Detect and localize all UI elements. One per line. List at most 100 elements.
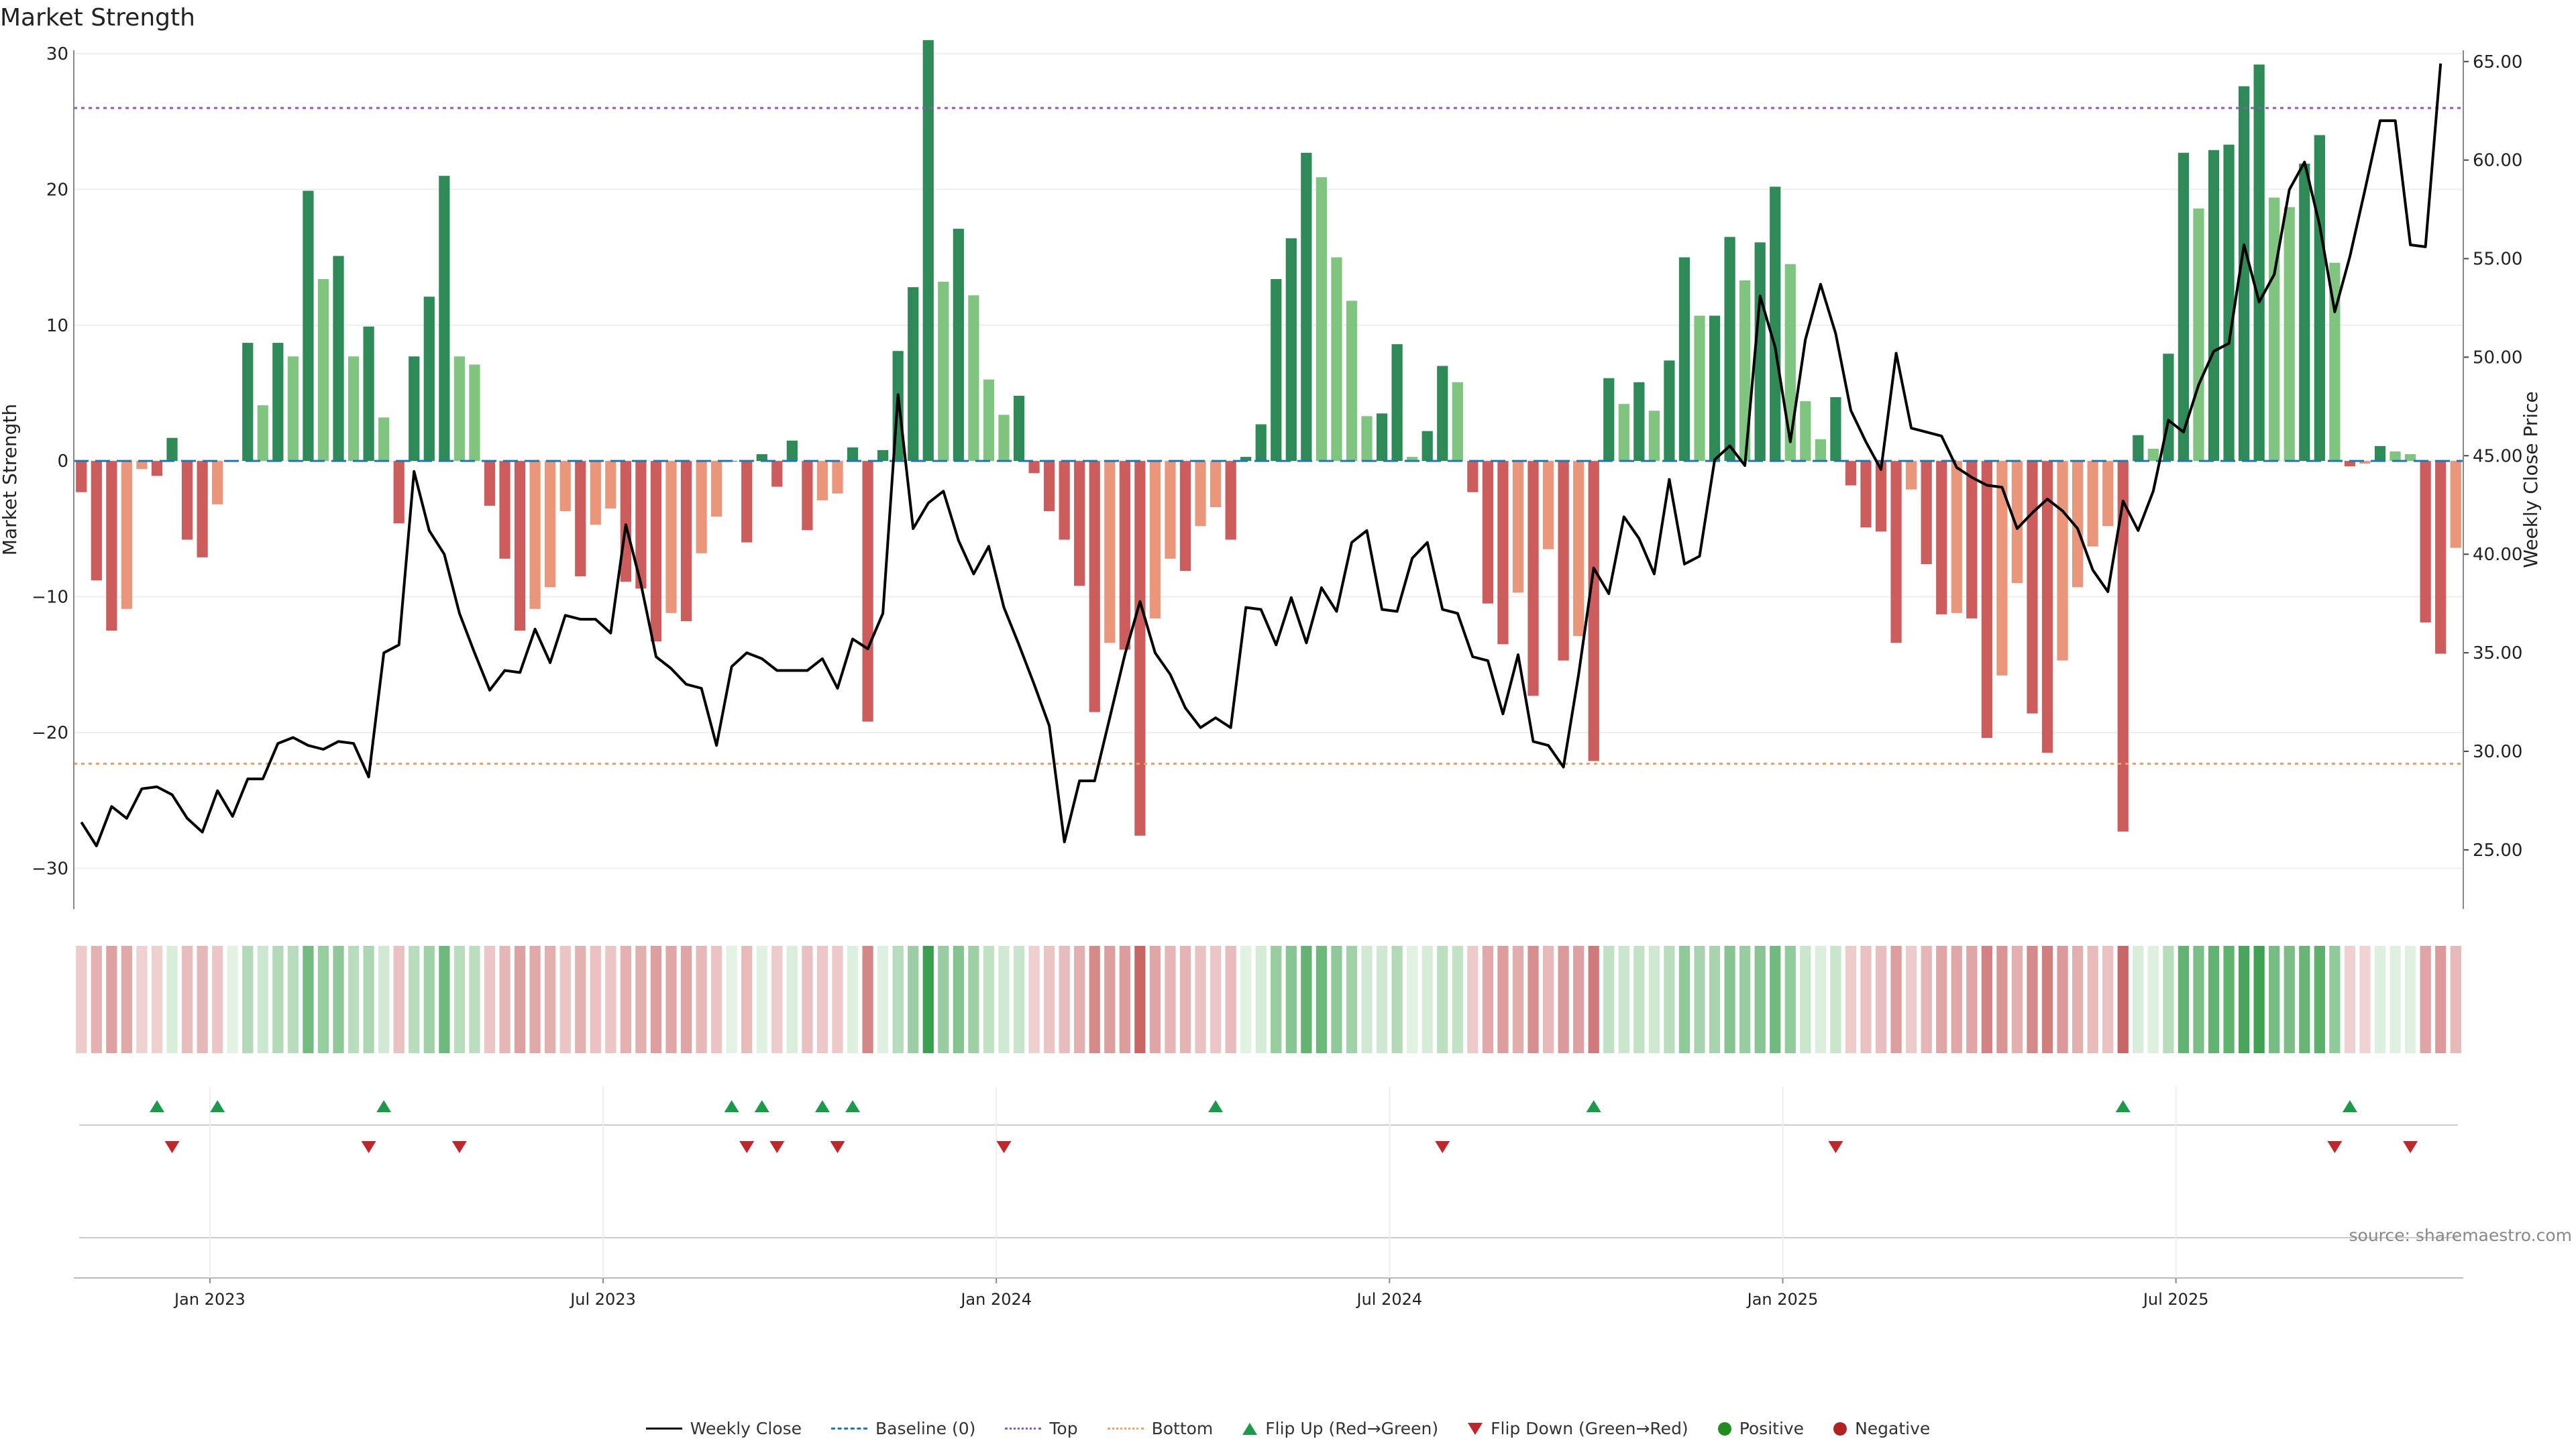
strength-bar [1633, 382, 1645, 462]
heat-cell [2193, 946, 2204, 1053]
strength-bar [802, 461, 813, 531]
chart-title: Market Strength [0, 4, 195, 32]
strength-bar [484, 461, 496, 506]
heat-cell [514, 946, 526, 1053]
legend-baseline: Baseline (0) [831, 1419, 975, 1438]
heat-cell [2208, 946, 2220, 1053]
strength-bar [453, 356, 465, 462]
strength-bar [257, 405, 268, 462]
heat-cell [378, 946, 390, 1053]
heat-cell [1603, 946, 1615, 1053]
x-tick-label: Jul 2024 [1356, 1290, 1423, 1309]
strength-bar [998, 415, 1010, 462]
heat-cell [197, 946, 208, 1053]
strength-bar [1285, 238, 1297, 462]
red-dot-icon [1833, 1421, 1847, 1436]
strength-bar [242, 343, 254, 462]
heat-cell [484, 946, 496, 1053]
strength-bar [1210, 461, 1222, 507]
heat-cell [91, 946, 102, 1053]
heat-cell [802, 946, 813, 1053]
strength-bar [1119, 461, 1130, 650]
heat-cell [1407, 946, 1418, 1053]
heat-cell [1074, 946, 1085, 1053]
heat-cell [1830, 946, 1841, 1053]
strength-bar [620, 461, 631, 582]
strength-bar [1618, 404, 1629, 462]
heat-cell [1890, 946, 1902, 1053]
heat-cell [1437, 946, 1448, 1053]
heat-cell [1906, 946, 1917, 1053]
gridlines [74, 53, 2463, 1279]
strength-bar [2238, 86, 2250, 462]
heat-cell [499, 946, 511, 1053]
flip-up-marker [754, 1100, 769, 1112]
heat-cell [1845, 946, 1857, 1053]
strength-bar [696, 461, 707, 553]
strength-bar [106, 461, 117, 631]
heat-cell [998, 946, 1010, 1053]
strength-bar [2133, 435, 2144, 462]
legend: Weekly Close Baseline (0) Top Bottom Fli… [0, 1419, 2576, 1438]
strength-bar [1376, 413, 1388, 462]
flip-up-marker [149, 1100, 164, 1112]
strength-bar [423, 297, 435, 462]
heat-cell [605, 946, 616, 1053]
heat-cell [1966, 946, 1978, 1053]
strength-bar [1603, 378, 1615, 462]
heat-cell [2299, 946, 2310, 1053]
heat-cell [1709, 946, 1721, 1053]
strength-bar [1149, 461, 1161, 619]
strength-bar [2041, 461, 2053, 753]
flip-down-marker [769, 1141, 785, 1153]
legend-label: Flip Up (Red→Green) [1265, 1419, 1439, 1438]
heat-cell [1588, 946, 1599, 1053]
strength-bar [1271, 278, 1282, 462]
heat-cell [257, 946, 268, 1053]
heat-cell [2178, 946, 2190, 1053]
heat-cell [1482, 946, 1494, 1053]
heat-cell [1527, 946, 1539, 1053]
flip-down-marker [164, 1141, 180, 1153]
strength-bar [1588, 461, 1599, 761]
strength-bar [1467, 461, 1479, 492]
heat-cell [333, 946, 344, 1053]
strength-bar [1059, 461, 1070, 540]
strength-bar [2193, 208, 2204, 462]
y2-tick-label: 40.00 [2473, 545, 2522, 565]
flip-up-marker [1586, 1100, 1601, 1112]
strength-bar [121, 461, 133, 609]
strength-bar [1770, 186, 1781, 462]
strength-bar [2117, 461, 2129, 832]
strength-bar [1179, 461, 1191, 572]
heat-cell [696, 946, 707, 1053]
legend-label: Baseline (0) [875, 1419, 976, 1438]
strength-bar [303, 191, 314, 462]
flip-down-marker [996, 1141, 1012, 1153]
heat-cell [847, 946, 859, 1053]
strength-bar [2027, 461, 2038, 714]
heat-cell [409, 946, 420, 1053]
strength-bar [1678, 257, 1690, 462]
strength-bar [938, 282, 949, 462]
strength-bar [983, 379, 995, 462]
legend-label: Flip Down (Green→Red) [1491, 1419, 1688, 1438]
strength-bar [1694, 315, 1705, 462]
heat-cell [983, 946, 995, 1053]
strength-bar [181, 461, 193, 540]
heat-cell [1301, 946, 1312, 1053]
strength-bar [1845, 461, 1857, 486]
x-tick-label: Jan 2025 [1746, 1290, 1819, 1309]
legend-flip-down: Flip Down (Green→Red) [1468, 1419, 1688, 1438]
strength-bar [1951, 461, 1962, 613]
heat-cell [2011, 946, 2023, 1053]
legend-label: Positive [1739, 1419, 1805, 1438]
strength-bar [1421, 431, 1433, 462]
heat-cell [1664, 946, 1675, 1053]
heat-cell [347, 946, 360, 1053]
strength-bar [1346, 301, 1358, 462]
heat-cell [2450, 946, 2461, 1053]
strength-bar [76, 461, 87, 492]
y-tick-label: −30 [32, 859, 68, 879]
heat-cell [2072, 946, 2084, 1053]
